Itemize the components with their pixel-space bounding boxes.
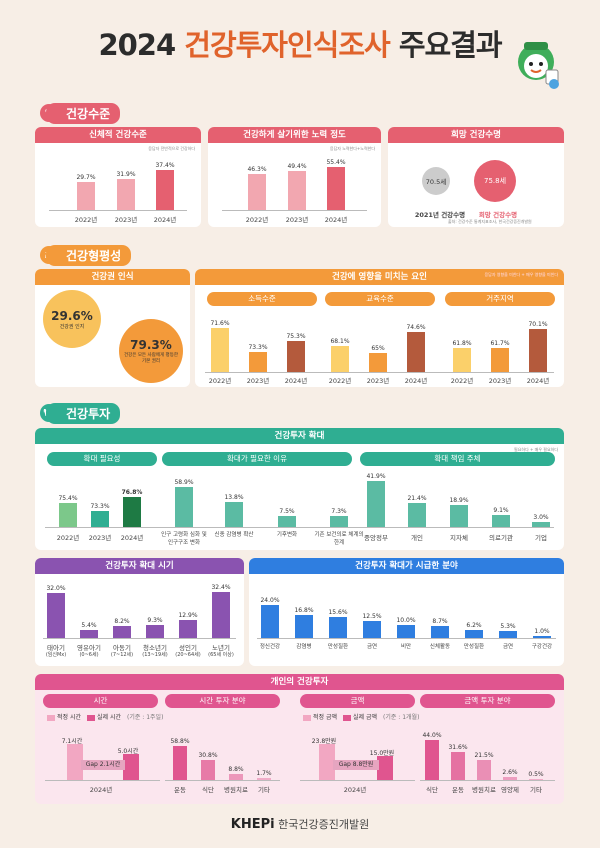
section-equity-header: ⚖ 건강형평성 — [40, 244, 132, 266]
card-health-effort: 건강하게 살기위한 노력 정도 응답자 노력한다+노력한다 46.3% 49.4… — [208, 127, 381, 227]
mascot-icon — [518, 42, 559, 89]
section-invest-header: ₩ 건강투자 — [40, 402, 121, 424]
card-invest-urgent: 건강투자 확대가 시급한 분야 24.0% 16.8% 15.6% 12.5% … — [249, 558, 564, 666]
card-physical-health: 신체적 건강수준 응답자 전반적으로 건강하다 29.7% 31.9% 37.4… — [35, 127, 201, 227]
card-health-rights: 건강권 인식 29.6% 건강권 인지 79.3% 건강은 모든 사람에게 평등… — [35, 269, 190, 387]
card-invest-expand: 건강투자 확대 필요하다 + 매우 필요하다 확대 필요성 확대가 필요한 이유… — [35, 428, 564, 550]
card-personal: 개인의 건강투자 시간 시간 투자 분야 금액 금액 투자 분야 적정 시간 실… — [35, 674, 564, 804]
footer-logo: KHEPi 한국건강증진개발원 — [230, 817, 370, 832]
card-hope-lifespan: 희망 건강수명 70.5세 75.8세 2021년 건강수명 희망 건강수명 출… — [388, 127, 564, 227]
card-health-factors: 건강에 영향을 미치는 요인 응답자 영향을 미친다 + 매우 영향을 미친다 … — [195, 269, 564, 387]
card-invest-timing: 건강투자 확대 시기 32.0% 5.4% 8.2% 9.3% 12.9% 32… — [35, 558, 244, 666]
page-title: 2024 건강투자인식조사 주요결과 — [98, 28, 502, 62]
section-health-header: ♥ 건강수준 — [40, 102, 121, 124]
